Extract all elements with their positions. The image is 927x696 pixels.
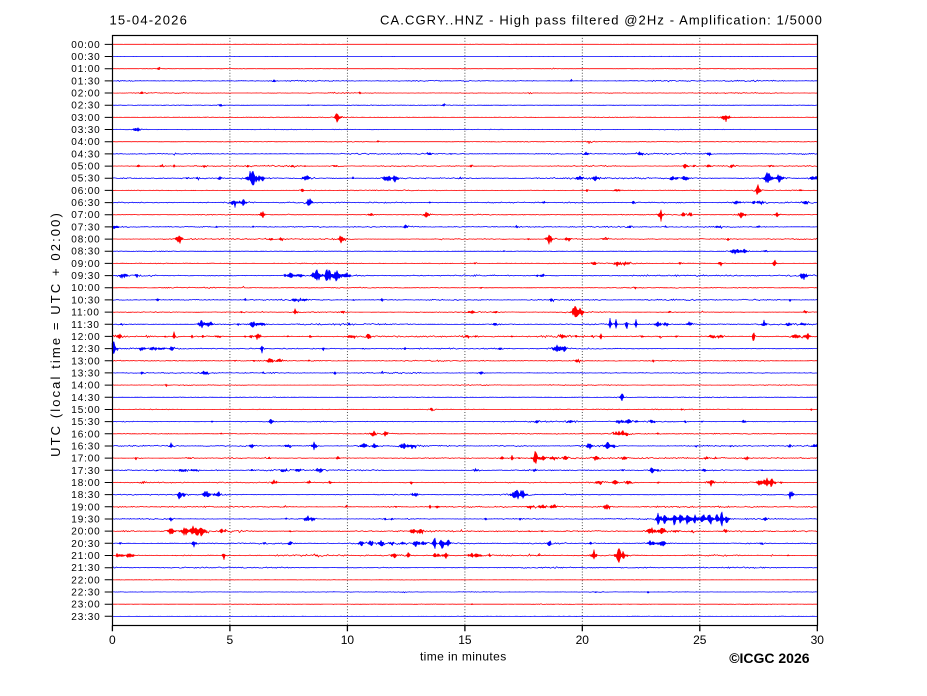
svg-text:23:00: 23:00 [71, 600, 100, 611]
svg-text:time in minutes: time in minutes [420, 650, 507, 664]
svg-text:19:30: 19:30 [71, 515, 100, 526]
svg-text:01:30: 01:30 [71, 76, 100, 87]
svg-text:16:30: 16:30 [71, 442, 100, 453]
svg-text:0: 0 [109, 633, 116, 647]
svg-text:05:30: 05:30 [71, 174, 100, 185]
svg-text:17:00: 17:00 [71, 454, 100, 465]
svg-text:08:30: 08:30 [71, 247, 100, 258]
svg-text:05:00: 05:00 [71, 162, 100, 173]
svg-text:09:00: 09:00 [71, 259, 100, 270]
svg-text:21:30: 21:30 [71, 563, 100, 574]
svg-text:03:00: 03:00 [71, 113, 100, 124]
svg-text:10:30: 10:30 [71, 295, 100, 306]
svg-text:11:00: 11:00 [71, 308, 100, 319]
svg-text:25: 25 [693, 633, 707, 647]
svg-text:17:30: 17:30 [71, 466, 100, 477]
svg-text:12:30: 12:30 [71, 344, 100, 355]
svg-text:12:00: 12:00 [71, 332, 100, 343]
svg-text:5: 5 [227, 633, 234, 647]
svg-text:14:00: 14:00 [71, 381, 100, 392]
svg-text:10: 10 [341, 633, 355, 647]
svg-text:11:30: 11:30 [71, 320, 100, 331]
svg-text:21:00: 21:00 [71, 551, 100, 562]
svg-text:13:30: 13:30 [71, 368, 100, 379]
svg-text:04:00: 04:00 [71, 137, 100, 148]
svg-text:18:00: 18:00 [71, 478, 100, 489]
svg-text:06:00: 06:00 [71, 186, 100, 197]
svg-text:©ICGC 2026: ©ICGC 2026 [729, 650, 810, 666]
svg-text:30: 30 [811, 633, 825, 647]
svg-text:19:00: 19:00 [71, 502, 100, 513]
svg-text:20: 20 [576, 633, 590, 647]
svg-text:16:00: 16:00 [71, 429, 100, 440]
svg-text:15: 15 [458, 633, 472, 647]
svg-text:22:00: 22:00 [71, 575, 100, 586]
svg-text:18:30: 18:30 [71, 490, 100, 501]
svg-text:00:30: 00:30 [71, 52, 100, 63]
svg-text:13:00: 13:00 [71, 356, 100, 367]
svg-text:01:00: 01:00 [71, 64, 100, 75]
svg-text:00:00: 00:00 [71, 40, 100, 51]
svg-text:03:30: 03:30 [71, 125, 100, 136]
svg-text:23:30: 23:30 [71, 612, 100, 623]
svg-text:08:00: 08:00 [71, 235, 100, 246]
svg-text:07:00: 07:00 [71, 210, 100, 221]
svg-text:15:00: 15:00 [71, 405, 100, 416]
svg-text:09:30: 09:30 [71, 271, 100, 282]
svg-text:14:30: 14:30 [71, 393, 100, 404]
svg-text:02:30: 02:30 [71, 101, 100, 112]
svg-text:15:30: 15:30 [71, 417, 100, 428]
svg-text:06:30: 06:30 [71, 198, 100, 209]
svg-text:04:30: 04:30 [71, 149, 100, 160]
svg-text:02:00: 02:00 [71, 89, 100, 100]
svg-text:20:30: 20:30 [71, 539, 100, 550]
svg-text:07:30: 07:30 [71, 222, 100, 233]
svg-text:CA.CGRY..HNZ - High pass filte: CA.CGRY..HNZ - High pass filtered @2Hz -… [380, 13, 823, 28]
svg-text:22:30: 22:30 [71, 588, 100, 599]
svg-text:10:00: 10:00 [71, 283, 100, 294]
svg-text:20:00: 20:00 [71, 527, 100, 538]
svg-text:15-04-2026: 15-04-2026 [110, 13, 189, 28]
svg-text:UTC (local time = UTC + 02:00): UTC (local time = UTC + 02:00) [48, 211, 63, 457]
